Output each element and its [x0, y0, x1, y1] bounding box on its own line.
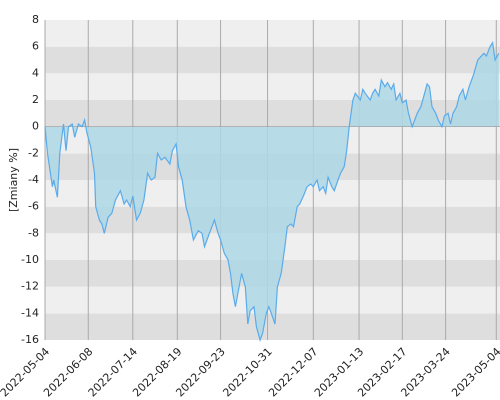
y-tick-label: -8	[28, 226, 39, 239]
y-tick-label: -12	[21, 280, 39, 293]
y-axis-label: [Zmiany %]	[7, 148, 20, 212]
y-tick-label: -4	[28, 173, 39, 186]
y-tick-label: -14	[21, 306, 39, 319]
y-tick-label: -16	[21, 333, 39, 346]
y-tick-label: -10	[21, 253, 39, 266]
grid-band	[45, 73, 500, 100]
y-tick-label: 4	[32, 66, 39, 79]
y-tick-label: 2	[32, 93, 39, 106]
y-tick-label: -6	[28, 200, 39, 213]
grid-band	[45, 46, 500, 74]
y-tick-label: 8	[32, 13, 39, 26]
y-tick-label: 0	[32, 120, 39, 133]
grid-band	[45, 20, 500, 47]
x-tick-label: 2023-05-04	[449, 345, 500, 399]
y-tick-label: -2	[28, 146, 39, 159]
series-line	[44, 40, 500, 342]
y-tick-label: 6	[32, 40, 39, 53]
area-fill	[45, 42, 499, 340]
